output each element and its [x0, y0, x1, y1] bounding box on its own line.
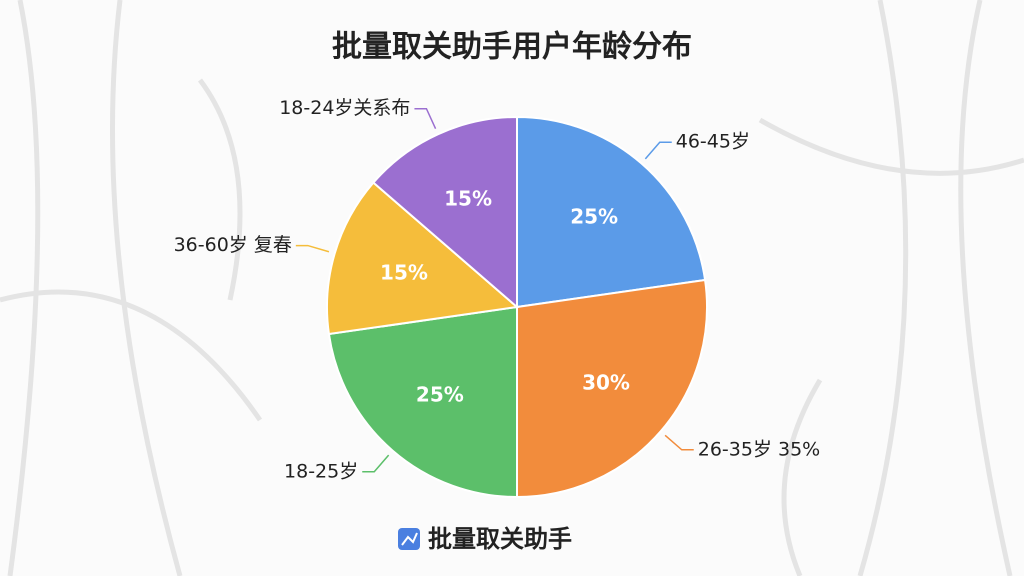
footer-icon-line: [401, 532, 418, 546]
pie-slice: [516, 115, 707, 309]
leader-line: [362, 454, 390, 473]
leader-line: [644, 141, 672, 160]
leader-line: [664, 434, 694, 451]
slice-category-label: 46-45岁: [676, 131, 750, 153]
pie-slice: [326, 181, 520, 336]
pie-slice: [371, 115, 518, 310]
pie-slice: [327, 305, 518, 499]
slice-value-label: 25%: [570, 204, 618, 228]
footer-text: 批量取关助手: [428, 525, 572, 553]
slice-value-label: 30%: [582, 371, 630, 395]
leader-line: [295, 244, 330, 253]
pie-slice: [516, 278, 708, 499]
slice-category-label: 18-24岁关系布: [279, 97, 410, 119]
slice-category-label: 36-60岁 复春: [174, 234, 292, 256]
pie: 25% 46-45岁 30% 26-35岁 35% 25% 18-25岁 15% 36-60岁…: [174, 97, 820, 499]
slice-value-label: 15%: [380, 260, 428, 284]
chart-title: 批量取关助手用户年龄分布: [332, 30, 692, 65]
slice-value-label: 25%: [416, 383, 464, 407]
slice-category-label: 26-35岁 35%: [698, 438, 820, 460]
slice-category-label: 18-25岁: [284, 460, 358, 482]
slice-value-label: 15%: [444, 186, 492, 210]
leader-line: [414, 107, 437, 130]
